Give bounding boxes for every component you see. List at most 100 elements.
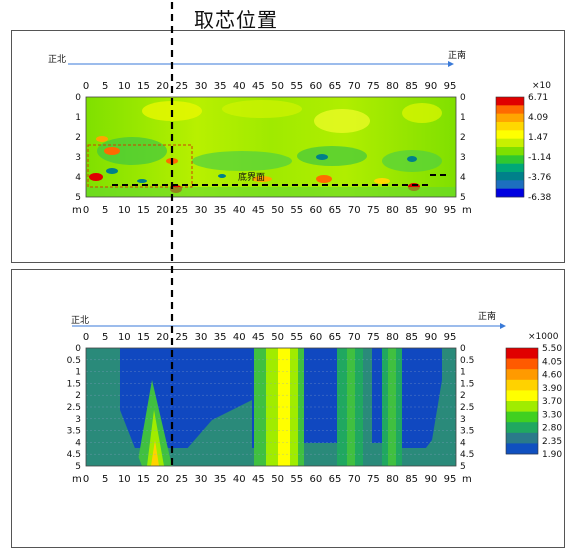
x-tick-label: 20 bbox=[156, 474, 169, 485]
legend-swatch bbox=[506, 432, 538, 444]
y-tick-label-left: 4 bbox=[75, 173, 81, 183]
legend-swatch bbox=[496, 105, 524, 114]
x-tick-label: 50 bbox=[271, 332, 284, 343]
bottom-section-svg: 正北 正南 0 5 10 15 20 25 30 35 40 45 50 55 60 65 70 75 80 85… bbox=[67, 310, 563, 485]
x-tick-label: 75 bbox=[367, 205, 380, 216]
x-tick-label: 50 bbox=[271, 474, 284, 485]
legend-swatch bbox=[506, 411, 538, 423]
x-tick-label: 25 bbox=[175, 332, 188, 343]
x-tick-label: 45 bbox=[252, 332, 265, 343]
north-label: 正北 bbox=[48, 54, 66, 65]
x-tick-label: 70 bbox=[348, 474, 361, 485]
x-tick-label: 15 bbox=[137, 332, 150, 343]
x-tick-label: 90 bbox=[424, 81, 437, 92]
top-unit-left: m bbox=[72, 205, 82, 216]
legend-value: 1.90 bbox=[542, 450, 562, 460]
legend-value: 2.80 bbox=[542, 424, 562, 434]
x-tick-label: 55 bbox=[290, 81, 303, 92]
legend-swatch bbox=[506, 369, 538, 381]
legend-swatch bbox=[506, 348, 538, 359]
x-tick-label: 10 bbox=[118, 205, 131, 216]
x-tick-label: 85 bbox=[405, 81, 418, 92]
x-tick-label: 15 bbox=[137, 474, 150, 485]
x-tick-label: 0 bbox=[83, 205, 89, 216]
x-tick-label: 55 bbox=[290, 332, 303, 343]
x-tick-label: 40 bbox=[233, 81, 246, 92]
legend-swatch bbox=[496, 138, 524, 148]
y-tick-label-left: 0.5 bbox=[67, 356, 81, 366]
y-tick-label-left: 3.5 bbox=[67, 427, 81, 437]
x-tick-label: 80 bbox=[386, 81, 399, 92]
y-tick-label-left: 2 bbox=[75, 391, 81, 401]
legend-swatch bbox=[496, 180, 524, 189]
legend-value: 3.90 bbox=[542, 384, 562, 394]
y-tick-label-right: 1.5 bbox=[460, 379, 474, 389]
legend-swatch bbox=[506, 358, 538, 370]
x-tick-label: 30 bbox=[195, 81, 208, 92]
south-label: 正南 bbox=[448, 49, 466, 61]
y-tick-label-left: 1 bbox=[75, 368, 81, 378]
bottom-color-legend: 5.50 4.05 4.60 3.90 3.70 3.30 2.80 2.35 1.90 bbox=[505, 344, 562, 460]
north-label: 正北 bbox=[71, 315, 89, 326]
x-tick-label: 45 bbox=[252, 81, 265, 92]
y-tick-label-left: 0 bbox=[75, 344, 81, 354]
x-tick-label: 20 bbox=[156, 205, 169, 216]
x-tick-label: 65 bbox=[329, 81, 342, 92]
x-tick-label: 5 bbox=[102, 474, 108, 485]
x-tick-label: 30 bbox=[195, 332, 208, 343]
top-color-legend: 6.71 4.09 1.47 -1.14 -3.76 -6.38 bbox=[495, 93, 552, 203]
x-tick-label: 65 bbox=[329, 474, 342, 485]
y-tick-label-left: 0 bbox=[75, 93, 81, 103]
x-tick-label: 5 bbox=[102, 205, 108, 216]
legend-swatch bbox=[496, 188, 524, 198]
x-tick-label: 40 bbox=[233, 474, 246, 485]
x-tick-label: 55 bbox=[290, 205, 303, 216]
y-tick-label-right: 0 bbox=[460, 344, 466, 354]
legend-value: 4.60 bbox=[542, 371, 562, 381]
x-tick-label: 40 bbox=[233, 205, 246, 216]
x-tick-label: 90 bbox=[424, 205, 437, 216]
x-tick-label: 45 bbox=[252, 205, 265, 216]
x-tick-label: 15 bbox=[137, 81, 150, 92]
y-tick-label-right: 0.5 bbox=[460, 356, 474, 366]
x-tick-label: 35 bbox=[214, 474, 227, 485]
x-tick-label: 35 bbox=[214, 205, 227, 216]
x-tick-label: 85 bbox=[405, 332, 418, 343]
x-tick-label: 0 bbox=[83, 332, 89, 343]
legend-swatch bbox=[496, 113, 524, 123]
y-tick-label-right: 3 bbox=[460, 415, 466, 425]
bottom-unit-left: m bbox=[72, 474, 82, 485]
y-tick-label-right: 2 bbox=[460, 133, 466, 143]
y-tick-label-right: 2 bbox=[460, 391, 466, 401]
x-tick-label: 25 bbox=[175, 205, 188, 216]
x-tick-label: 10 bbox=[118, 81, 131, 92]
x-tick-label: 95 bbox=[444, 474, 457, 485]
x-tick-label: 95 bbox=[444, 81, 457, 92]
highlight-region bbox=[87, 144, 193, 188]
x-tick-label: 70 bbox=[348, 205, 361, 216]
x-tick-label: 35 bbox=[214, 332, 227, 343]
x-tick-label: 15 bbox=[137, 205, 150, 216]
top-x-tick-labels-lower: 0 5 10 15 20 25 30 35 40 45 50 55 60 65 70 75 80 85 90 95 bbox=[83, 205, 457, 216]
x-tick-label: 50 bbox=[271, 205, 284, 216]
interface-label: 底界面 bbox=[238, 171, 265, 183]
legend-value: -3.76 bbox=[528, 173, 552, 183]
y-tick-label-right: 4 bbox=[460, 173, 466, 183]
direction-arrowhead bbox=[500, 323, 506, 329]
x-tick-label: 80 bbox=[386, 205, 399, 216]
top-unit-right: m bbox=[462, 205, 472, 216]
x-tick-label: 25 bbox=[175, 81, 188, 92]
x-tick-label: 20 bbox=[156, 332, 169, 343]
x-tick-label: 5 bbox=[102, 332, 108, 343]
y-tick-label-right: 5 bbox=[460, 193, 466, 203]
x-tick-label: 40 bbox=[233, 332, 246, 343]
y-tick-label-right: 1 bbox=[460, 368, 466, 378]
x-tick-label: 75 bbox=[367, 81, 380, 92]
legend-value: 6.71 bbox=[528, 93, 548, 103]
direction-arrowhead bbox=[448, 61, 454, 67]
legend-swatch bbox=[496, 147, 524, 156]
page-title: 取芯位置 bbox=[194, 8, 278, 32]
x-tick-label: 65 bbox=[329, 332, 342, 343]
x-tick-label: 55 bbox=[290, 474, 303, 485]
x-tick-label: 75 bbox=[367, 474, 380, 485]
